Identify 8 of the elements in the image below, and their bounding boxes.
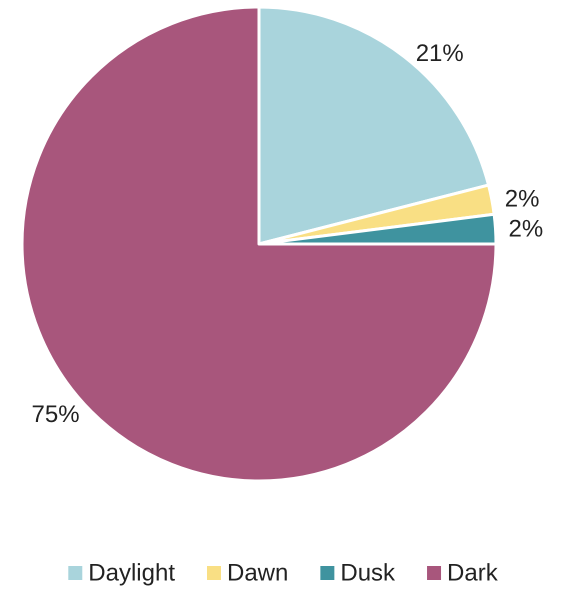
legend-label: Daylight xyxy=(88,560,176,586)
legend-label: Dusk xyxy=(340,560,396,586)
legend-label: Dawn xyxy=(227,560,288,586)
data-label: 2% xyxy=(504,185,540,212)
data-label: 2% xyxy=(508,215,544,242)
legend-label: Dark xyxy=(447,560,499,586)
data-label: 21% xyxy=(416,40,464,68)
data-label: 75% xyxy=(32,400,80,428)
